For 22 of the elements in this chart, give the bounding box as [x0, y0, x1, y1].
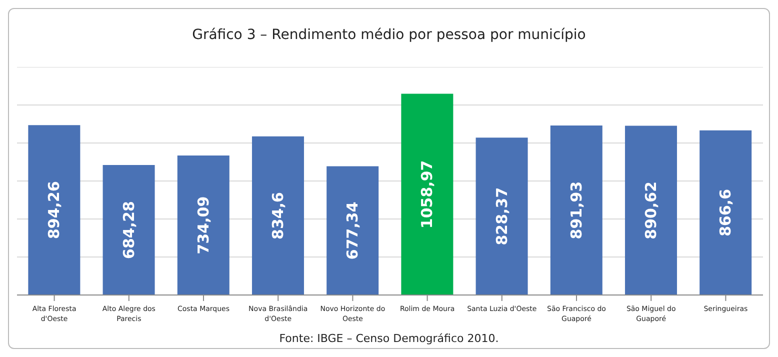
- bar: [550, 126, 602, 295]
- data-label: 894,26: [45, 181, 64, 239]
- bar: [102, 164, 155, 295]
- bar: [624, 126, 677, 295]
- data-label: 684,28: [120, 201, 138, 259]
- data-label: 1058,97: [418, 160, 436, 229]
- data-label: 834,6: [268, 192, 287, 240]
- data-label: 828,37: [492, 187, 511, 246]
- bar: [177, 156, 230, 295]
- data-label: 891,93: [567, 181, 586, 240]
- data-label: 677,34: [344, 202, 362, 260]
- bar: [476, 138, 528, 295]
- bar: [326, 166, 379, 295]
- bar: [28, 125, 80, 295]
- bar: [700, 130, 752, 295]
- data-label: 866,6: [716, 188, 735, 236]
- chart-title: Gráfico 3 – Rendimento médio por pessoa por município: [191, 27, 587, 43]
- data-label: 734,09: [194, 196, 212, 254]
- data-label: 890,62: [642, 181, 660, 240]
- bar: [252, 136, 304, 295]
- bar: [401, 94, 454, 295]
- source-note: Fonte: IBGE – Censo Demográfico 2010.: [278, 332, 500, 345]
